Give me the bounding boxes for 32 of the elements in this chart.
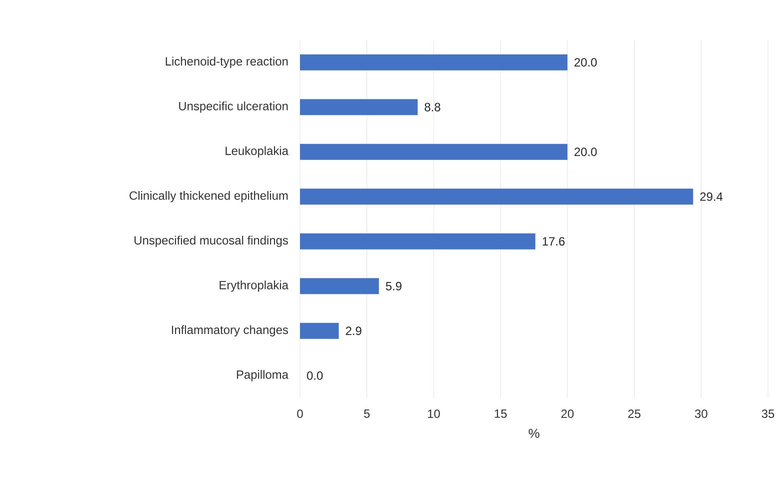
y-tick-label: Clinically thickened epithelium	[130, 191, 288, 202]
data-label: 0.0	[306, 371, 323, 380]
data-label: 20.0	[574, 148, 597, 156]
bar	[300, 188, 694, 205]
bar	[300, 278, 379, 294]
x-tick-label: 5	[364, 410, 370, 418]
x-tick-label: 10	[428, 410, 440, 418]
bar	[300, 233, 536, 250]
bar	[300, 54, 568, 70]
y-tick-label: Papilloma	[236, 370, 288, 382]
x-tick-label: 35	[762, 410, 774, 418]
data-label: 5.9	[386, 282, 402, 290]
x-tick-label: 25	[628, 410, 640, 418]
x-axis-title: %	[528, 428, 540, 438]
bar	[300, 144, 568, 160]
bar	[300, 99, 418, 116]
data-label: 17.6	[542, 237, 565, 246]
y-tick-label: Inflammatory changes	[172, 325, 288, 336]
data-label: 20.0	[574, 58, 597, 67]
x-tick-label: 0	[297, 410, 303, 418]
bar	[300, 322, 339, 339]
y-tick-label: Unspecified mucosal findings	[134, 236, 288, 247]
data-label: 8.8	[424, 102, 440, 112]
y-tick-label: Unspecific ulceration	[179, 102, 288, 113]
y-tick-label: Erythroplakia	[220, 280, 288, 292]
y-tick-label: Lichenoid-type reaction	[166, 56, 288, 68]
x-tick-label: 20	[561, 410, 574, 418]
data-label: 2.9	[346, 326, 362, 336]
x-tick-label: 30	[694, 410, 708, 418]
y-tick-label: Leukoplakia	[226, 146, 288, 158]
x-tick-label: 15	[494, 410, 507, 418]
data-label: 29.4	[700, 192, 723, 201]
